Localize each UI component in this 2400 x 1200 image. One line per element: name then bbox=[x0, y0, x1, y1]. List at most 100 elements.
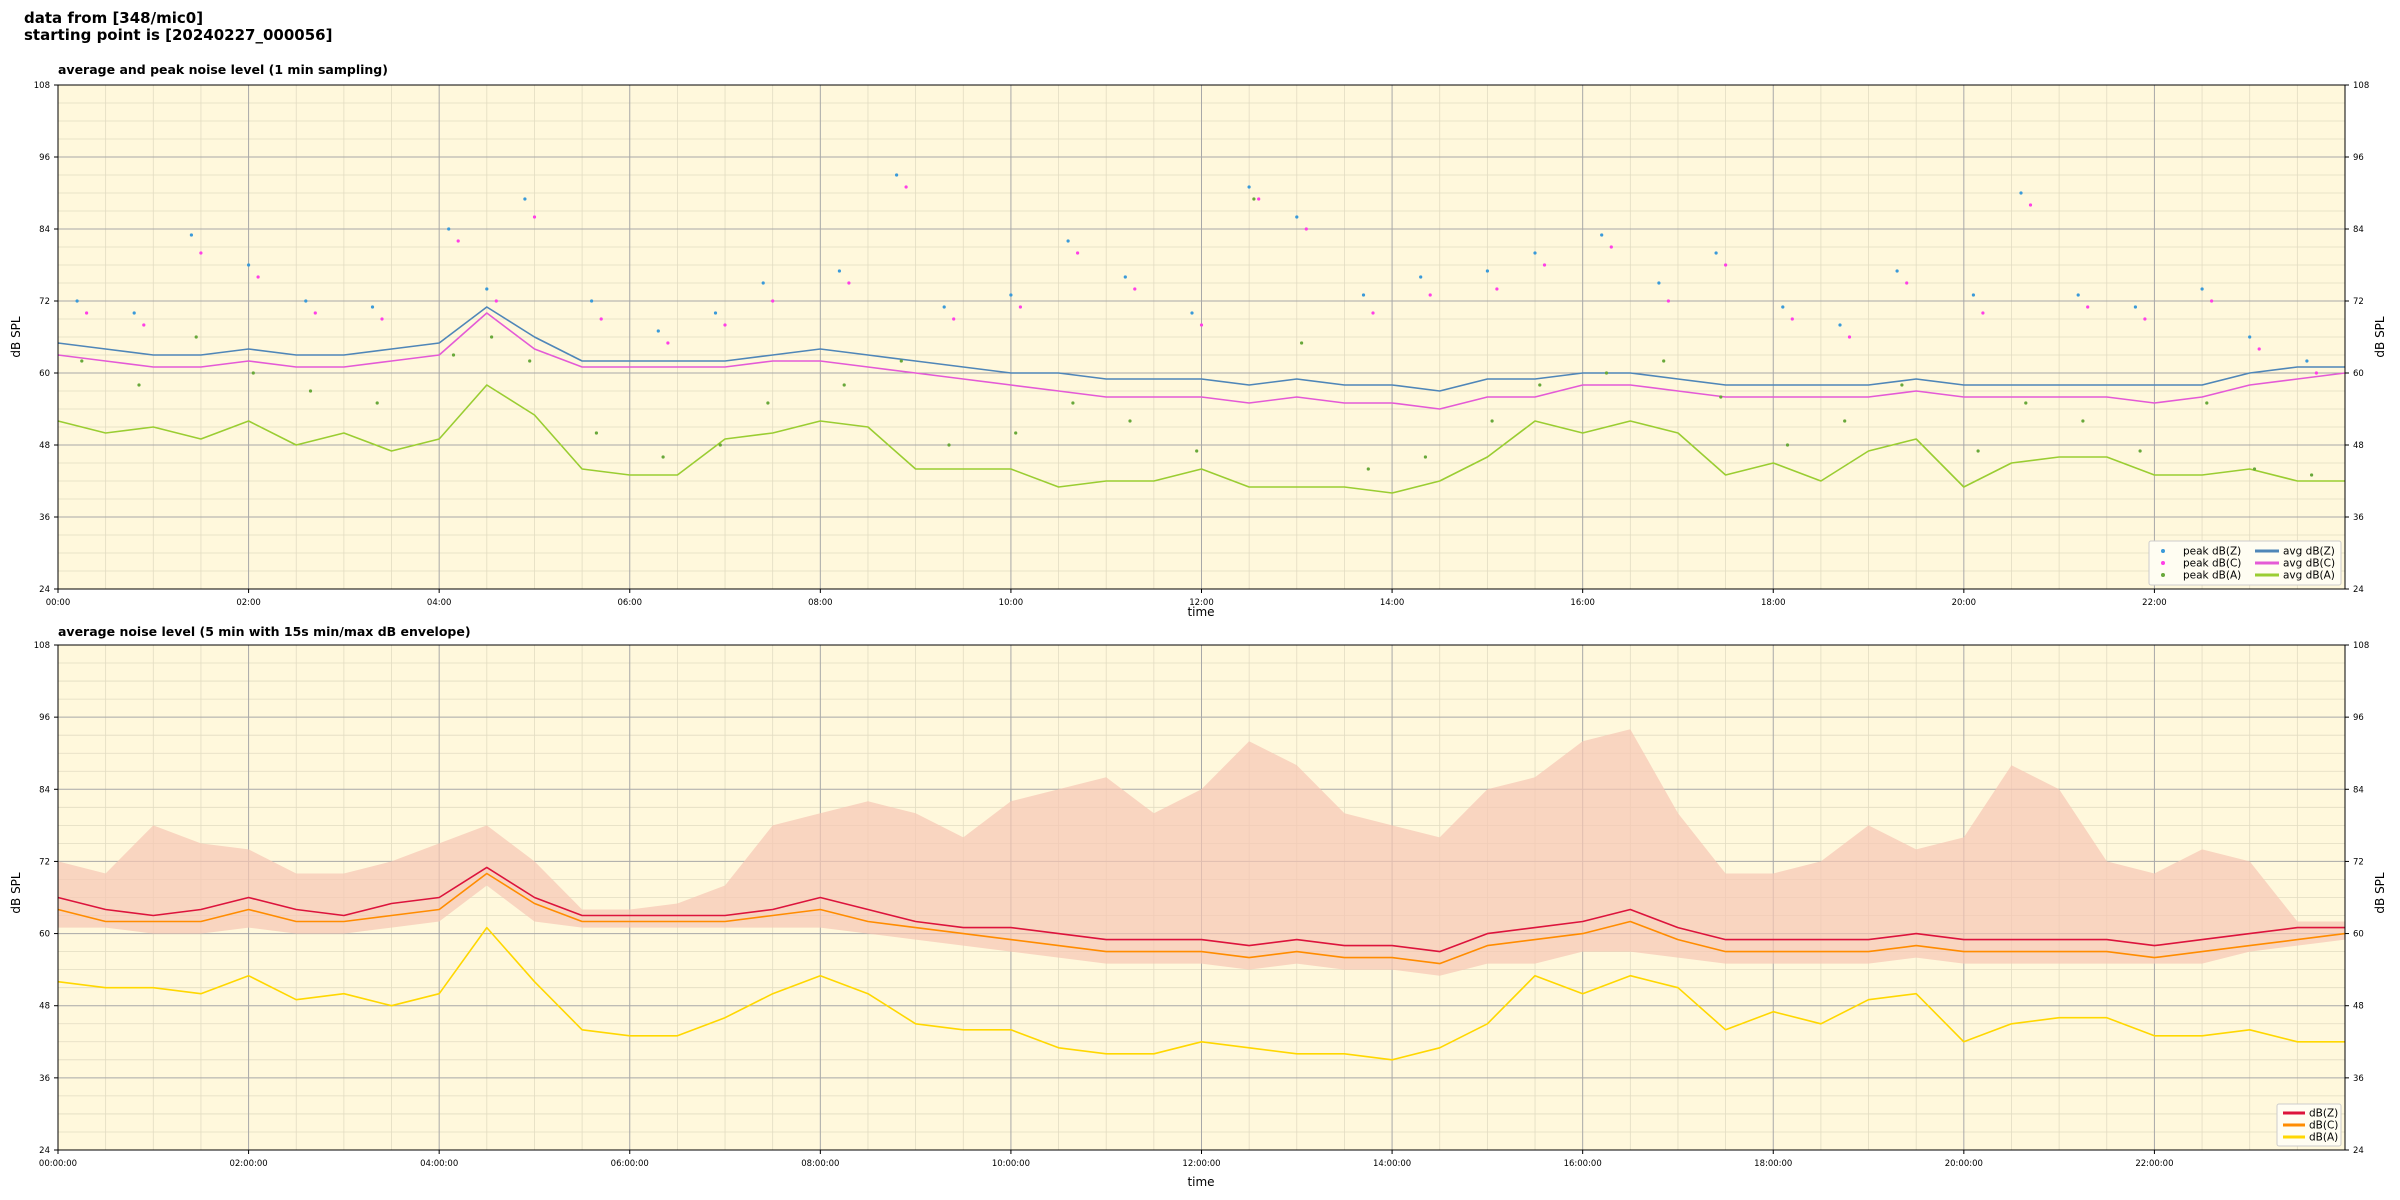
series-peak-db-a-point bbox=[137, 383, 141, 387]
series-peak-db-a-point bbox=[375, 401, 379, 405]
series-peak-db-c-point bbox=[771, 299, 775, 303]
x-tick-label: 20:00:00 bbox=[1945, 1159, 1983, 1169]
series-peak-db-z-point bbox=[485, 287, 489, 291]
series-peak-db-a-point bbox=[490, 335, 494, 339]
series-peak-db-z-point bbox=[2019, 191, 2023, 195]
series-peak-db-a-point bbox=[1604, 371, 1609, 375]
series-peak-db-a-point bbox=[1252, 197, 1256, 201]
y-tick-label: 24 bbox=[2353, 585, 2364, 595]
x-tick-label: 12:00:00 bbox=[1182, 1159, 1220, 1169]
series-peak-db-a-point bbox=[2138, 449, 2142, 453]
series-peak-db-c-point bbox=[1666, 299, 1670, 303]
y-tick-label: 36 bbox=[39, 513, 50, 523]
series-peak-db-c-point bbox=[2086, 305, 2090, 309]
y-tick-label: 84 bbox=[2353, 785, 2364, 795]
y-tick-label: 24 bbox=[39, 585, 50, 595]
series-peak-db-z-point bbox=[1123, 275, 1127, 279]
y-tick-label: 96 bbox=[2353, 713, 2364, 723]
series-peak-db-a-point bbox=[947, 443, 951, 447]
series-peak-db-c-point bbox=[456, 239, 460, 243]
series-peak-db-c-point bbox=[532, 215, 537, 219]
series-db-c-line bbox=[57, 872, 2346, 965]
series-peak-db-z-point bbox=[1781, 305, 1785, 309]
series-peak-db-a-point bbox=[842, 383, 846, 387]
x-tick-label: 12:00 bbox=[1189, 598, 1214, 608]
series-peak-db-z-point bbox=[523, 197, 527, 201]
y-tick-label: 108 bbox=[2353, 641, 2369, 651]
y-tick-label: 60 bbox=[2353, 369, 2364, 379]
x-tick-label: 06:00:00 bbox=[611, 1159, 649, 1169]
series-peak-db-z-point bbox=[761, 281, 765, 285]
chart-title: average noise level (5 min with 15s min/… bbox=[58, 624, 471, 639]
x-tick-label: 16:00 bbox=[1570, 598, 1595, 608]
series-peak-db-z-point bbox=[1533, 251, 1537, 255]
y-tick-label: 108 bbox=[2353, 81, 2369, 91]
series-peak-db-c-point bbox=[1724, 263, 1728, 267]
y-tick-label: 72 bbox=[2353, 297, 2364, 307]
x-tick-label: 18:00 bbox=[1761, 598, 1786, 608]
x-axis-label: time bbox=[1187, 1175, 1214, 1189]
y-tick-label: 72 bbox=[39, 857, 50, 867]
series-peak-db-z-point bbox=[942, 305, 946, 309]
figure-start-line: starting point is [20240227_000056] bbox=[24, 26, 333, 44]
legend-label: peak dB(Z) bbox=[2183, 546, 2241, 558]
legend-label: dB(C) bbox=[2309, 1120, 2338, 1132]
series-peak-db-a-point bbox=[1423, 455, 1427, 459]
legend-label: peak dB(A) bbox=[2183, 570, 2241, 582]
series-peak-db-c-point bbox=[142, 323, 146, 327]
series-peak-db-c-point bbox=[1076, 251, 1080, 255]
y-tick-label: 48 bbox=[2353, 1002, 2364, 1012]
y-tick-label: 48 bbox=[39, 1002, 50, 1012]
x-tick-label: 02:00 bbox=[236, 598, 261, 608]
legend-label: dB(Z) bbox=[2309, 1108, 2338, 1120]
y-tick-label: 96 bbox=[2353, 153, 2364, 163]
legend-label: peak dB(C) bbox=[2183, 558, 2241, 570]
figure-source-line: data from [348/mic0] bbox=[24, 9, 204, 27]
chart-average-peak-noise: average and peak noise level (1 min samp… bbox=[9, 62, 2387, 619]
series-peak-db-a-point bbox=[1300, 341, 1304, 345]
x-tick-label: 16:00:00 bbox=[1564, 1159, 1602, 1169]
x-tick-label: 08:00:00 bbox=[801, 1159, 839, 1169]
x-tick-label: 04:00 bbox=[427, 598, 452, 608]
series-peak-db-a-point bbox=[2205, 401, 2209, 405]
series-peak-db-a-point bbox=[1490, 419, 1494, 423]
series-peak-db-z-point bbox=[2133, 305, 2137, 309]
series-peak-db-c-point bbox=[2257, 347, 2261, 351]
series-peak-db-a-point bbox=[194, 335, 198, 339]
series-peak-db-a-point bbox=[2024, 401, 2028, 405]
chart-average-noise-envelope: average noise level (5 min with 15s min/… bbox=[9, 624, 2387, 1189]
y-tick-label: 108 bbox=[34, 641, 50, 651]
series-peak-db-z-point bbox=[1657, 281, 1661, 285]
series-peak-db-c-point bbox=[599, 317, 603, 321]
series-peak-db-a-point bbox=[528, 359, 532, 363]
series-avg-db-a-line bbox=[57, 384, 2345, 494]
series-peak-db-c-point bbox=[1018, 305, 1023, 309]
series-peak-db-c-point bbox=[952, 317, 956, 321]
series-peak-db-a-point bbox=[1014, 431, 1018, 435]
x-tick-label: 02:00:00 bbox=[229, 1159, 267, 1169]
series-peak-db-a-point bbox=[1900, 383, 1904, 387]
y-tick-label: 108 bbox=[34, 81, 50, 91]
series-db-a-line bbox=[57, 926, 2345, 1061]
series-peak-db-z-point bbox=[304, 299, 308, 303]
series-peak-db-z-point bbox=[656, 329, 660, 333]
series-peak-db-a-point bbox=[451, 353, 456, 357]
series-peak-db-a-point bbox=[899, 359, 903, 363]
y-tick-label: 36 bbox=[2353, 513, 2364, 523]
x-axis-label: time bbox=[1187, 605, 1214, 619]
series-peak-db-z-point bbox=[2248, 335, 2252, 339]
series-peak-db-c-point bbox=[2028, 203, 2033, 207]
y-tick-label: 72 bbox=[39, 297, 50, 307]
legend-label: dB(A) bbox=[2309, 1132, 2338, 1144]
series-peak-db-z-point bbox=[837, 269, 842, 273]
series-peak-db-a-point bbox=[2252, 467, 2257, 471]
series-peak-db-c-point bbox=[256, 275, 260, 279]
series-peak-db-z-point bbox=[132, 311, 136, 315]
series-peak-db-a-point bbox=[80, 359, 84, 363]
series-peak-db-c-point bbox=[1981, 311, 1985, 315]
y-tick-label: 72 bbox=[2353, 857, 2364, 867]
series-peak-db-z-point bbox=[1361, 293, 1366, 297]
series-peak-db-z-point bbox=[2305, 359, 2309, 363]
series-peak-db-z-point bbox=[1485, 269, 1489, 273]
y-axis-label-right: dB SPL bbox=[2373, 316, 2387, 358]
